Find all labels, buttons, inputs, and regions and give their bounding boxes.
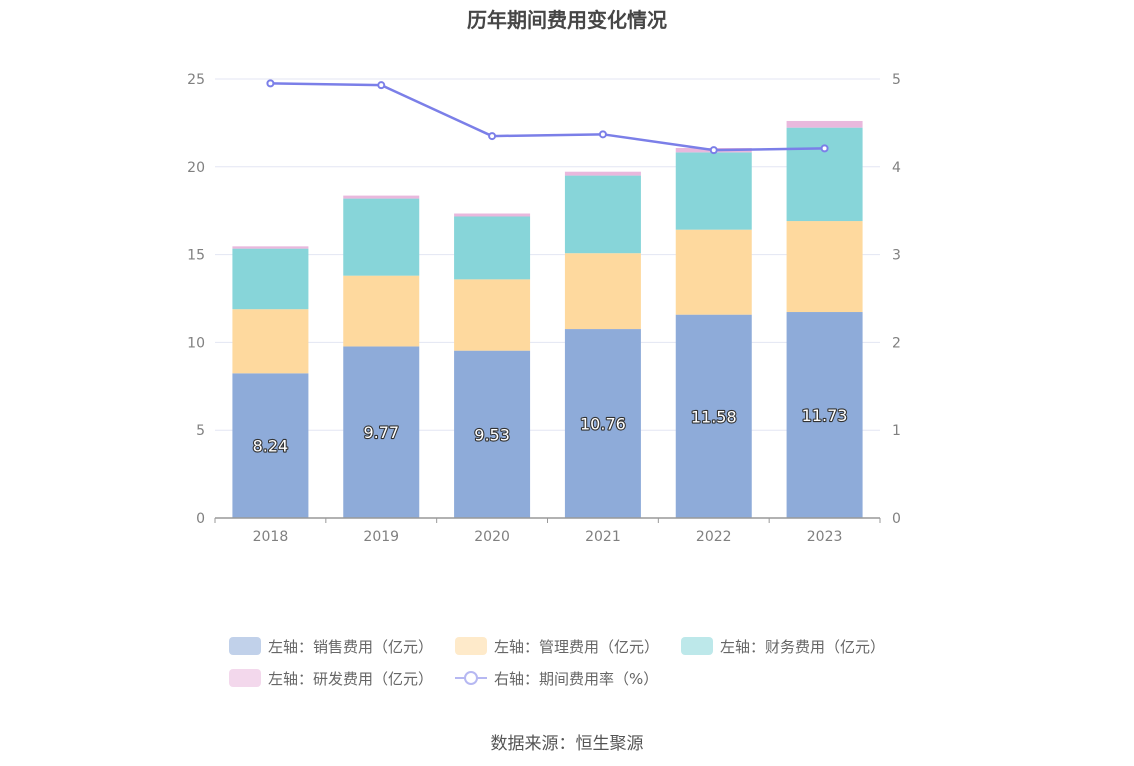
legend-item-finance[interactable]: 左轴：财务费用（亿元） [681, 636, 885, 657]
source-note: 数据来源：恒生聚源 [490, 734, 644, 754]
y-right-tick-label: 0 [892, 511, 901, 527]
bar-data-label: 9.77 [363, 423, 399, 442]
chart-canvas: 0 5 10 15 20 25 0 1 2 3 4 5 8.24 2018 9.77 2019 9.53 2020… [187, 72, 901, 545]
bar-segment [232, 309, 309, 374]
legend-label-finance: 左轴：财务费用（亿元） [720, 637, 886, 656]
bar-data-label: 11.73 [802, 406, 848, 425]
bar-segment [232, 248, 309, 310]
y-right-tick-label: 2 [892, 335, 901, 351]
bar-segment [343, 346, 420, 518]
expense-rate-point [488, 132, 497, 141]
y-left-tick-label: 15 [187, 248, 205, 264]
bar-segment [564, 329, 641, 518]
legend-swatch-finance [681, 637, 714, 655]
y-right-tick-label: 3 [892, 248, 901, 264]
y-left-tick-label: 25 [187, 72, 205, 88]
legend-label-sales: 左轴：销售费用（亿元） [268, 637, 434, 656]
expense-rate-point [377, 81, 386, 90]
bar-data-label: 8.24 [253, 437, 289, 456]
legend-swatch-sales [229, 637, 261, 655]
bar-segment [454, 213, 531, 217]
x-tick-label: 2023 [807, 529, 843, 545]
bar-segment [786, 312, 863, 518]
bar-data-label: 10.76 [580, 415, 626, 434]
legend-item-admin[interactable]: 左轴：管理费用（亿元） [455, 636, 659, 657]
expense-rate-point [820, 144, 829, 153]
y-left-tick-label: 5 [196, 423, 205, 439]
bar-segment [564, 175, 641, 254]
bar-segment [675, 152, 752, 230]
bar-data-label: 9.53 [474, 425, 510, 444]
y-left-tick-label: 0 [196, 511, 205, 527]
chart-title: 历年期间费用变化情况 [467, 8, 667, 32]
x-tick-label: 2020 [474, 529, 510, 545]
bar-segment [454, 350, 531, 518]
bar-segment [343, 275, 420, 347]
y-right-tick-label: 4 [892, 160, 901, 176]
legend-item-expense-rate[interactable]: 右轴：期间费用率（%） [455, 668, 658, 689]
bar-data-label: 11.58 [691, 407, 737, 426]
bar-segment [564, 171, 641, 176]
y-left-tick-label: 20 [187, 160, 205, 176]
x-tick-label: 2018 [253, 529, 289, 545]
bar-segment [343, 195, 420, 199]
bar-segment [232, 373, 309, 518]
legend-item-sales[interactable]: 左轴：销售费用（亿元） [229, 636, 433, 657]
y-left-tick-label: 10 [187, 335, 205, 351]
bar-segment [786, 127, 863, 222]
bar-segment [675, 229, 752, 315]
bar-segment [786, 120, 863, 128]
expense-rate-point [266, 79, 275, 88]
legend-swatch-rnd [229, 669, 261, 687]
legend-label-rnd: 左轴：研发费用（亿元） [268, 669, 434, 688]
bar-segment [564, 253, 641, 330]
expense-rate-point [709, 146, 718, 155]
bar-segment [454, 216, 531, 280]
legend-item-rnd[interactable]: 左轴：研发费用（亿元） [229, 668, 433, 689]
x-tick-label: 2021 [585, 529, 621, 545]
legend-label-expense-rate: 右轴：期间费用率（%） [494, 669, 659, 688]
y-right-tick-label: 1 [892, 423, 901, 439]
legend-swatch-admin [455, 637, 488, 655]
legend: 左轴：销售费用（亿元） 左轴：管理费用（亿元） 左轴：财务费用（亿元） 左轴：研… [229, 630, 929, 694]
bar-segment [232, 246, 309, 249]
legend-label-admin: 左轴：管理费用（亿元） [494, 637, 660, 656]
x-tick-label: 2022 [696, 529, 732, 545]
expense-rate-point [598, 130, 607, 139]
bar-segment [675, 314, 752, 518]
x-tick-label: 2019 [363, 529, 399, 545]
legend-swatch-expense-rate [455, 669, 488, 687]
bar-segment [454, 279, 531, 351]
y-right-tick-label: 5 [892, 72, 901, 88]
bar-segment [786, 221, 863, 313]
bar-segment [343, 198, 420, 276]
expense-rate-line [270, 82, 825, 152]
